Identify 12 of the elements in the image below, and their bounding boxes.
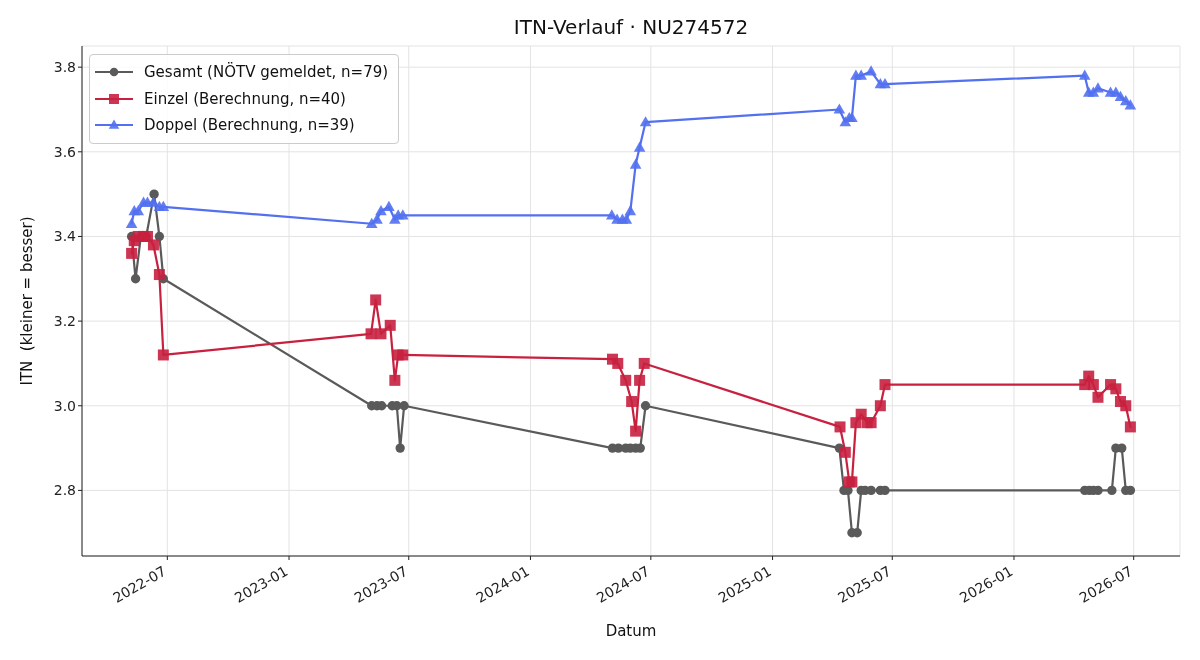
- legend-label: Einzel (Berechnung, n=40): [144, 89, 346, 108]
- y-tick-label: 3.8: [53, 59, 76, 76]
- y-tick-label: 3.2: [53, 313, 76, 330]
- legend-label: Doppel (Berechnung, n=39): [144, 116, 355, 135]
- x-axis-title: Datum: [604, 622, 658, 640]
- chart-title: ITN-Verlauf · NU274572: [512, 15, 750, 39]
- y-tick-label: 2.8: [53, 482, 76, 499]
- y-tick-label: 3.4: [53, 228, 77, 245]
- y-axis-title: ITN (kleiner = besser): [18, 216, 36, 386]
- y-tick-label: 3.0: [53, 397, 76, 414]
- y-tick-label: 3.6: [53, 143, 77, 160]
- legend-label: Gesamt (NÖTV gemeldet, n=79): [144, 63, 389, 82]
